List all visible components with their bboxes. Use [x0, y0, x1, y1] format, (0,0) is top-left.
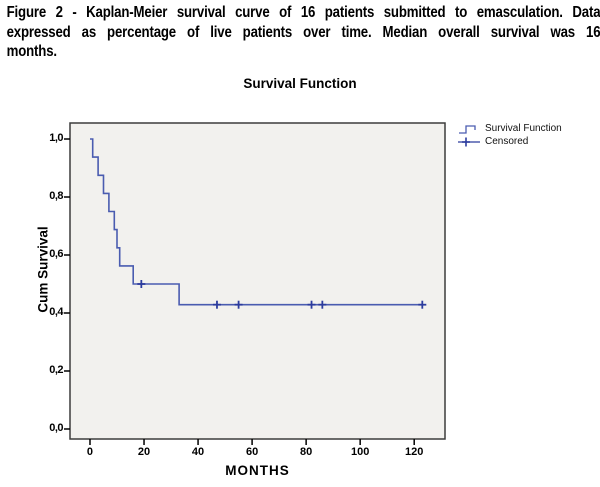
legend-item-censored: Censored [458, 136, 562, 148]
caption-line-2: expressed as percentage of live patients… [6, 23, 600, 41]
chart-title: Survival Function [243, 76, 357, 91]
legend-label-survival-function: Survival Function [485, 123, 562, 134]
caption-line-1: Figure 2 - Kaplan-Meier survival curve o… [6, 4, 600, 21]
caption-line-3: months. [6, 43, 57, 60]
step-line-icon [459, 125, 476, 134]
plus-icon [458, 137, 480, 147]
legend-item-survival-function: Survival Function [458, 123, 562, 135]
survival-curve [90, 138, 423, 306]
x-axis-title: MONTHS [225, 463, 290, 478]
plot-frame [69, 122, 446, 440]
legend: Survival Function Censored [458, 123, 562, 149]
legend-label-censored: Censored [485, 136, 529, 147]
y-axis-title: Cum Survival [35, 226, 51, 313]
figure-caption: Figure 2 - Kaplan-Meier survival curve o… [0, 3, 600, 62]
